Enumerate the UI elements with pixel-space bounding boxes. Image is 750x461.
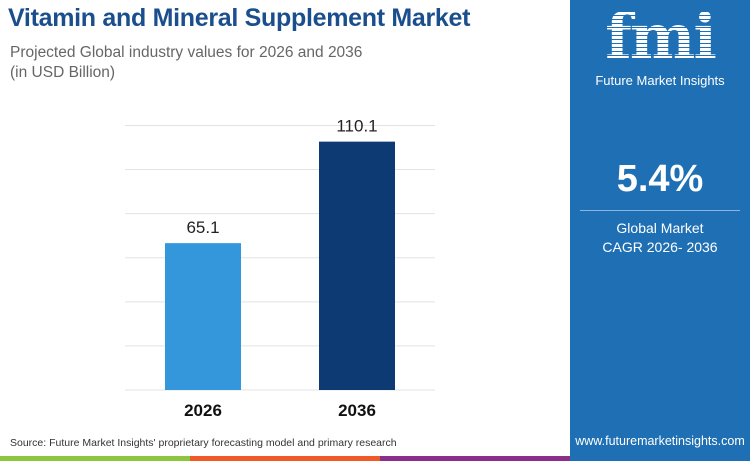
divider [580,210,740,211]
website-link[interactable]: www.futuremarketinsights.com [575,434,745,448]
side-panel: fmi Future Market Insights 5.4% Global M… [570,0,750,461]
cagr-label: Global Market CAGR 2026- 2036 [570,219,750,257]
source-note: Source: Future Market Insights' propriet… [10,437,397,449]
brand-name: Future Market Insights [595,73,725,88]
cagr-label-line-2: CAGR 2026- 2036 [602,239,718,255]
bar-2036 [319,141,395,390]
cagr-label-line-1: Global Market [616,220,704,236]
data-label: 65.1 [186,218,219,237]
chart-title: Vitamin and Mineral Supplement Market [8,4,471,32]
stripe-purple [380,456,570,461]
cagr-value: 5.4% [616,158,704,200]
x-tick-label: 2026 [184,401,222,420]
subtitle-line-1: Projected Global industry values for 202… [10,44,363,61]
chart-subtitle: Projected Global industry values for 202… [10,43,362,83]
stripe-orange [190,456,380,461]
bar-2026 [165,243,241,390]
bar-chart: 65.1 2026 110.1 2036 [125,117,435,420]
x-tick-label: 2036 [338,401,376,420]
data-label: 110.1 [336,117,377,136]
stripe-green [0,456,190,461]
subtitle-line-2: (in USD Billion) [10,64,116,81]
fmi-logo: fmi [570,4,750,70]
